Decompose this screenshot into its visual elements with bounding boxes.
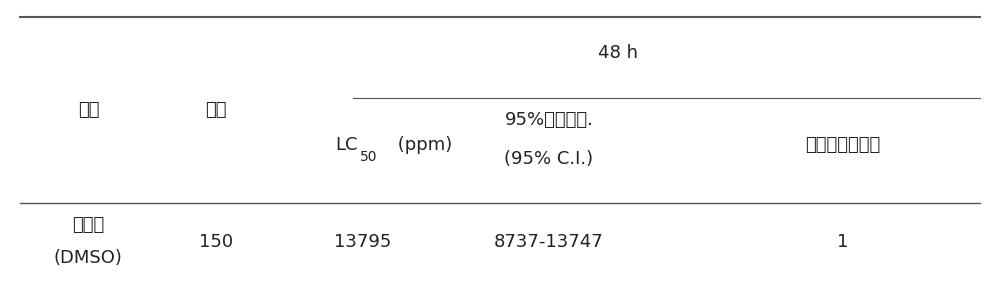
Text: 1: 1 xyxy=(837,233,849,251)
Text: 8737-13747: 8737-13747 xyxy=(494,233,604,251)
Text: 抗性降低的倍数: 抗性降低的倍数 xyxy=(805,136,881,154)
Text: 150: 150 xyxy=(199,233,233,251)
Text: (95% C.I.): (95% C.I.) xyxy=(504,150,594,168)
Text: (DMSO): (DMSO) xyxy=(54,249,123,268)
Text: 数量: 数量 xyxy=(205,101,227,119)
Text: 13795: 13795 xyxy=(334,233,391,251)
Text: 50: 50 xyxy=(360,150,377,164)
Text: 对照组: 对照组 xyxy=(72,216,105,234)
Text: 品系: 品系 xyxy=(78,101,99,119)
Text: LC: LC xyxy=(335,136,358,154)
Text: 95%置信区间.: 95%置信区间. xyxy=(505,111,593,129)
Text: (ppm): (ppm) xyxy=(392,136,452,154)
Text: 48 h: 48 h xyxy=(598,44,638,62)
